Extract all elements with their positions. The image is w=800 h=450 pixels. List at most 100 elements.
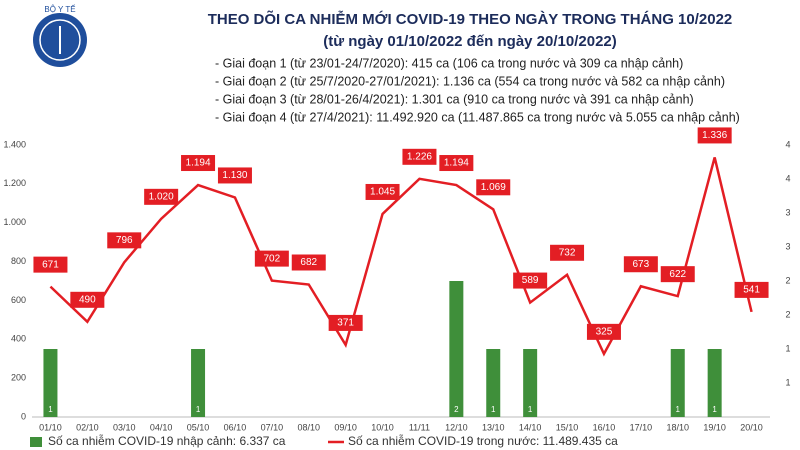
- value-label-box: [70, 291, 105, 308]
- value-label-box: [586, 323, 621, 340]
- y2-tick-label: 4: [785, 173, 790, 183]
- value-label: 1.020: [149, 191, 174, 202]
- y2-tick-label: 2: [785, 275, 790, 285]
- y2-tick-label: 1: [785, 377, 790, 387]
- note: - Giai đoạn 4 (từ 27/4/2021): 11.492.920…: [215, 110, 740, 124]
- value-label: 1.130: [222, 170, 247, 181]
- y-tick-label: 1.400: [3, 139, 26, 149]
- bar-label: -: [566, 405, 569, 414]
- y2-tick-label: 3: [785, 207, 790, 217]
- value-label-box: [439, 155, 474, 172]
- value-label-box: [291, 254, 326, 271]
- logo-text: BỘ Y TẾ: [44, 4, 75, 14]
- value-label: 1.194: [186, 158, 211, 169]
- x-tick-label: 11/11: [409, 422, 430, 432]
- value-label-box: [550, 244, 585, 261]
- value-label-box: [734, 281, 769, 298]
- bar-label: -: [123, 405, 126, 414]
- bar-label: -: [640, 405, 643, 414]
- bar-label: -: [750, 405, 753, 414]
- value-label: 622: [669, 269, 686, 280]
- bar-label: 1: [48, 405, 53, 414]
- value-label: 490: [79, 294, 96, 305]
- bar: [43, 349, 58, 417]
- bar-label: -: [307, 405, 310, 414]
- value-label-box: [33, 256, 68, 273]
- value-label-box: [697, 127, 732, 144]
- note: - Giai đoạn 3 (từ 28/01-26/4/2021): 1.30…: [215, 92, 694, 106]
- value-label-box: [476, 179, 511, 196]
- bar-label: -: [271, 405, 274, 414]
- y2-tick-label: 4: [785, 139, 790, 149]
- x-tick-label: 01/10: [39, 422, 62, 432]
- bar-label: 1: [528, 405, 533, 414]
- x-tick-label: 09/10: [334, 422, 357, 432]
- x-tick-label: 06/10: [224, 422, 247, 432]
- y-tick-label: 800: [11, 256, 26, 266]
- value-label: 325: [596, 326, 613, 337]
- value-label-box: [365, 183, 400, 200]
- bar: [449, 281, 464, 417]
- bar: [707, 349, 722, 417]
- x-tick-label: 15/10: [556, 422, 579, 432]
- value-label: 541: [743, 285, 760, 296]
- x-tick-label: 13/10: [482, 422, 505, 432]
- y2-tick-label: 2: [785, 309, 790, 319]
- bar-label: 1: [196, 405, 201, 414]
- x-tick-label: 14/10: [519, 422, 542, 432]
- y2-tick-label: 3: [785, 241, 790, 251]
- bar: [670, 349, 685, 417]
- y2-tick-label: 1: [785, 343, 790, 353]
- logo-ring: [39, 19, 81, 61]
- value-label-box: [402, 148, 437, 165]
- value-label-box: [513, 272, 548, 289]
- y-tick-label: 400: [11, 334, 26, 344]
- bar-label: 1: [712, 405, 717, 414]
- value-label: 702: [264, 253, 281, 264]
- note: - Giai đoạn 2 (từ 25/7/2020-27/01/2021):…: [215, 74, 725, 88]
- value-label: 682: [300, 257, 317, 268]
- bar-label: -: [418, 405, 421, 414]
- legend-label: Số ca nhiễm COVID-19 nhập cảnh: 6.337 ca: [48, 433, 286, 448]
- bar-label: -: [603, 405, 606, 414]
- value-label: 371: [337, 318, 354, 329]
- y-tick-label: 600: [11, 295, 26, 305]
- chart-title: THEO DÕI CA NHIỄM MỚI COVID-19 THEO NGÀY…: [208, 10, 733, 28]
- bar-label: -: [234, 405, 237, 414]
- value-label: 1.194: [444, 158, 469, 169]
- value-label: 1.069: [481, 182, 506, 193]
- chart-subtitle: (từ ngày 01/10/2022 đến ngày 20/10/2022): [323, 33, 617, 50]
- x-tick-label: 07/10: [261, 422, 284, 432]
- bar-label: 1: [676, 405, 681, 414]
- bar-label: -: [160, 405, 163, 414]
- x-tick-label: 02/10: [76, 422, 99, 432]
- x-tick-label: 10/10: [371, 422, 394, 432]
- x-tick-label: 08/10: [297, 422, 320, 432]
- value-label-box: [328, 314, 363, 331]
- value-label: 589: [522, 275, 539, 286]
- x-tick-label: 04/10: [150, 422, 173, 432]
- bar: [191, 349, 206, 417]
- value-label: 671: [42, 259, 59, 270]
- bar: [523, 349, 538, 417]
- x-tick-label: 05/10: [187, 422, 210, 432]
- value-label: 796: [116, 235, 133, 246]
- value-label: 1.226: [407, 151, 432, 162]
- bar-label: -: [86, 405, 89, 414]
- bar-label: 1: [491, 405, 496, 414]
- x-tick-label: 17/10: [630, 422, 653, 432]
- x-tick-label: 12/10: [445, 422, 468, 432]
- x-tick-label: 18/10: [666, 422, 689, 432]
- y-tick-label: 0: [21, 411, 26, 421]
- value-label-box: [107, 232, 142, 249]
- legend-label: Số ca nhiễm COVID-19 trong nước: 11.489.…: [348, 433, 618, 448]
- value-label-box: [217, 167, 252, 184]
- value-label-box: [254, 250, 289, 267]
- y-tick-label: 1.200: [3, 178, 26, 188]
- y-tick-label: 1.000: [3, 217, 26, 227]
- value-label: 1.336: [702, 130, 727, 141]
- value-label: 732: [559, 247, 576, 258]
- value-label-box: [660, 266, 695, 283]
- value-label-box: [181, 155, 216, 172]
